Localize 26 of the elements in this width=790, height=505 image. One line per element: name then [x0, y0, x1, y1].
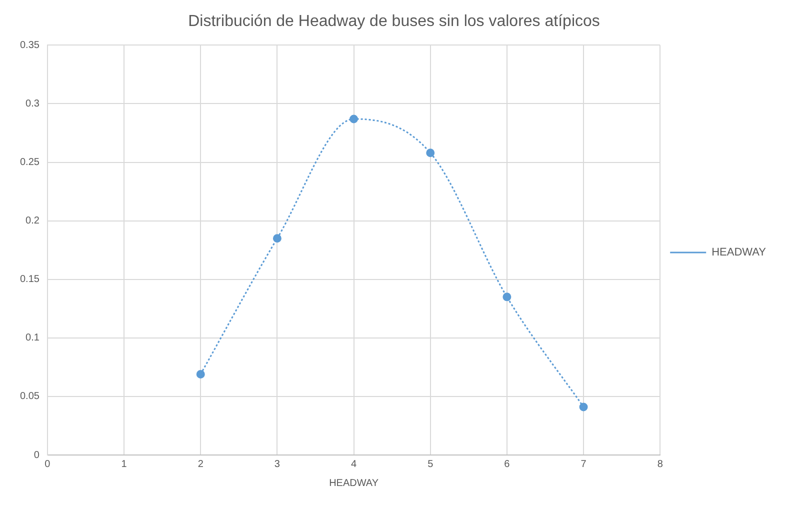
point [426, 148, 435, 158]
x-tick-label: 3 [274, 458, 280, 470]
point [196, 370, 205, 378]
y-tick-label: 0.3 [26, 98, 40, 110]
y-tick-label: 0.25 [20, 157, 40, 168]
x-tick-label: 6 [504, 458, 510, 470]
chart-title: Distribución de Headway de buses sin los valores atípicos [188, 13, 600, 30]
x-tick-label: 1 [121, 458, 128, 470]
y-tick-label: 0.15 [20, 274, 40, 286]
x-tick-label: 4 [351, 458, 358, 470]
y-tick-label: 0.2 [26, 216, 40, 227]
y-tick-label: 0.1 [26, 332, 40, 344]
x-axis-title: HEADWAY [329, 478, 379, 489]
y-tick-label: 0 [34, 450, 40, 461]
point [579, 402, 588, 412]
point [272, 234, 282, 243]
point [350, 114, 358, 124]
point [502, 292, 512, 302]
legend-label: HEADWAY [712, 246, 767, 259]
x-tick-label: 2 [198, 458, 204, 470]
x-tick-label: 8 [657, 458, 664, 470]
x-tick-label: 5 [428, 458, 434, 470]
x-tick-label: 7 [580, 458, 587, 470]
x-tick-label: 0 [44, 458, 51, 470]
y-tick-label: 0.05 [20, 391, 40, 402]
y-tick-label: 0.35 [20, 40, 40, 51]
